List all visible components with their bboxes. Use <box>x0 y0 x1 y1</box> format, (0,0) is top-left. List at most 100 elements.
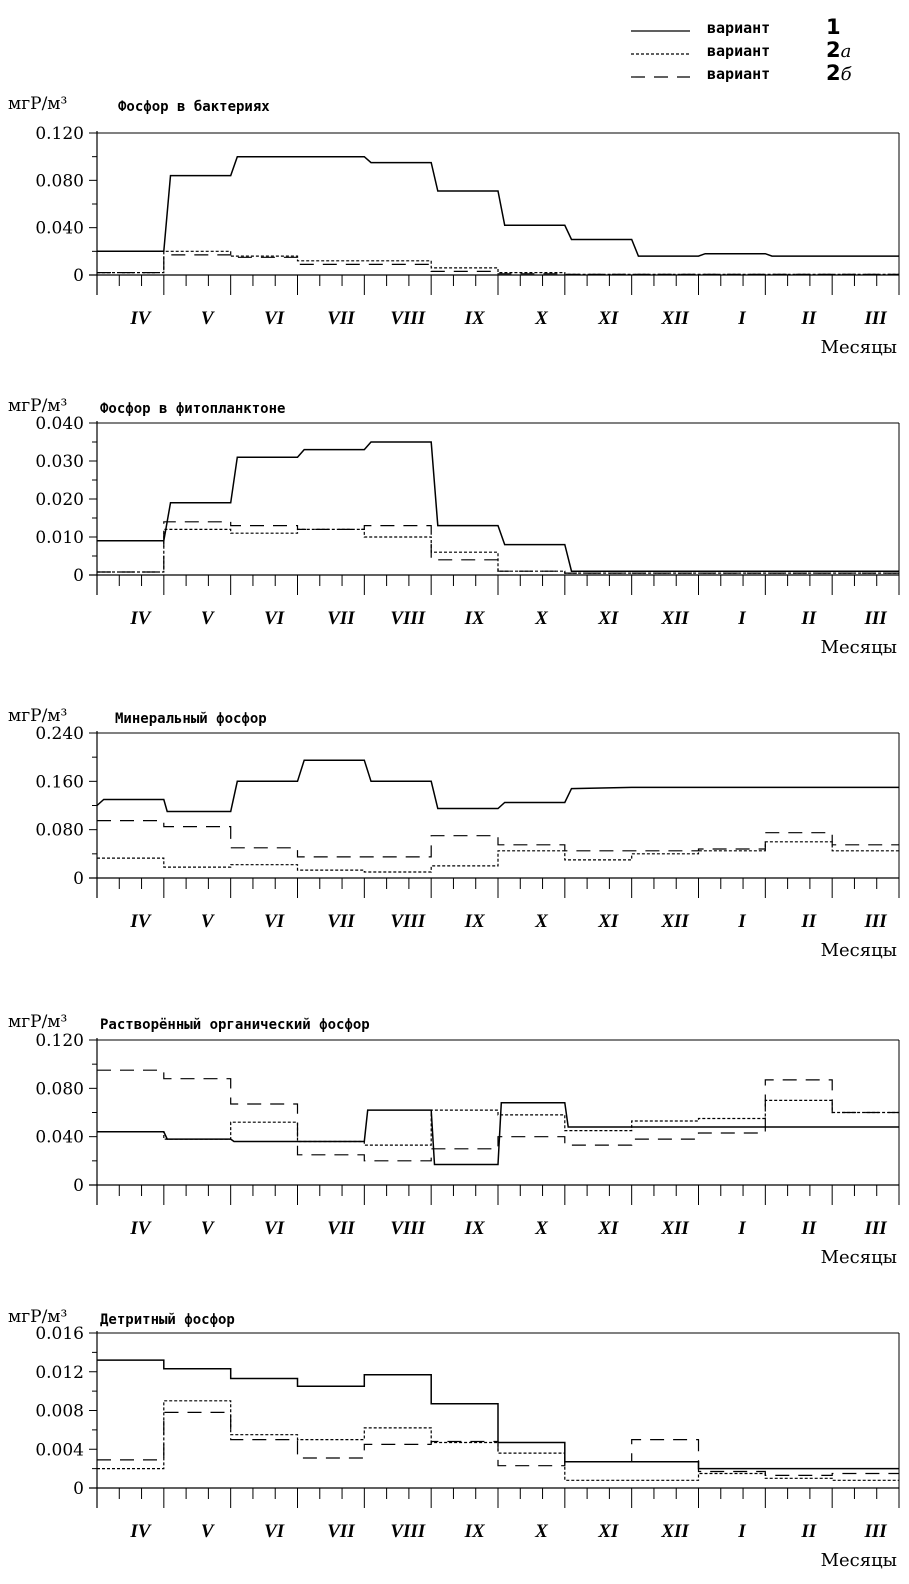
month-label-VI: VI <box>264 308 285 329</box>
month-label-IV: IV <box>129 608 151 629</box>
legend-label-2a: вариант <box>707 42 770 60</box>
x-axis-label: Месяцы <box>821 1247 897 1268</box>
y-tick-label: 0.016 <box>35 1324 84 1344</box>
y-tick-label: 0.160 <box>35 772 84 792</box>
month-label-II: II <box>800 308 816 329</box>
y-unit-label: мгР/м³ <box>8 94 67 114</box>
month-label-IX: IX <box>464 1218 486 1239</box>
series-line-dotted <box>97 842 899 872</box>
month-label-XI: XI <box>597 1218 619 1239</box>
chart-panel-5: мгР/м³ Детритный фосфор 0 0.004 0.008 0.012 0.… <box>8 1307 899 1571</box>
series-line-dotted <box>97 529 899 573</box>
month-label-XII: XII <box>660 1521 689 1542</box>
month-label-VI: VI <box>264 911 285 932</box>
month-label-III: III <box>864 1521 888 1542</box>
legend-index-2a: 2a <box>826 38 851 62</box>
y-tick-label: 0 <box>73 266 84 286</box>
month-label-XI: XI <box>597 308 619 329</box>
y-tick-label: 0.030 <box>35 452 84 472</box>
x-axis-label: Месяцы <box>821 940 897 961</box>
month-label-VIII: VIII <box>390 1521 425 1542</box>
series-line-solid <box>97 760 899 811</box>
month-label-I: I <box>737 608 746 629</box>
month-label-X: X <box>534 1218 549 1239</box>
month-label-X: X <box>534 1521 549 1542</box>
chart-panel-1: мгР/м³ Фосфор в бактериях 0 0.040 0.080 0.120… <box>8 94 899 358</box>
y-tick-label: 0.040 <box>35 414 84 434</box>
legend-index-1: 1 <box>826 15 841 39</box>
legend-label-2b: вариант <box>707 65 770 83</box>
y-tick-label: 0 <box>73 1479 84 1499</box>
month-label-II: II <box>800 1521 816 1542</box>
chart-title: Растворённый органический фосфор <box>100 1017 370 1033</box>
month-label-VI: VI <box>264 608 285 629</box>
y-unit-label: мгР/м³ <box>8 396 67 416</box>
month-label-V: V <box>201 911 215 932</box>
y-tick-label: 0.040 <box>35 1128 84 1148</box>
month-label-II: II <box>800 1218 816 1239</box>
y-tick-label: 0.012 <box>35 1363 84 1383</box>
x-axis-label: Месяцы <box>821 1550 897 1571</box>
month-label-V: V <box>201 608 215 629</box>
legend-index-2b: 2б <box>826 61 853 85</box>
month-label-XII: XII <box>660 911 689 932</box>
month-label-XII: XII <box>660 308 689 329</box>
y-tick-label: 0.080 <box>35 171 84 191</box>
month-label-VII: VII <box>327 1218 355 1239</box>
month-label-V: V <box>201 308 215 329</box>
month-label-XII: XII <box>660 608 689 629</box>
month-label-IV: IV <box>129 308 151 329</box>
y-unit-label: мгР/м³ <box>8 706 67 726</box>
series-line-solid <box>97 1360 899 1469</box>
chart-panel-3: мгР/м³ Минеральный фосфор00.0800.1600.240… <box>8 706 899 961</box>
month-label-IV: IV <box>129 1521 151 1542</box>
y-unit-label: мгР/м³ <box>8 1012 67 1032</box>
month-label-VII: VII <box>327 1521 355 1542</box>
y-tick-label: 0.080 <box>35 821 84 841</box>
month-label-X: X <box>534 608 549 629</box>
month-label-IX: IX <box>464 308 486 329</box>
month-label-II: II <box>800 608 816 629</box>
chart-title: Детритный фосфор <box>100 1312 235 1328</box>
month-label-I: I <box>737 1521 746 1542</box>
month-label-VII: VII <box>327 911 355 932</box>
month-label-XI: XI <box>597 608 619 629</box>
y-tick-label: 0.020 <box>35 490 84 510</box>
month-label-IV: IV <box>129 1218 151 1239</box>
month-label-XI: XI <box>597 911 619 932</box>
month-label-VIII: VIII <box>390 308 425 329</box>
y-tick-label: 0.004 <box>35 1440 84 1460</box>
month-label-V: V <box>201 1218 215 1239</box>
y-tick-label: 0.120 <box>35 1031 84 1051</box>
legend: вариант вариант вариант 1 2a 2б <box>631 15 853 85</box>
month-label-XI: XI <box>597 1521 619 1542</box>
month-label-I: I <box>737 911 746 932</box>
month-label-VI: VI <box>264 1218 285 1239</box>
y-tick-label: 0.008 <box>35 1402 84 1422</box>
y-tick-label: 0.040 <box>35 219 84 239</box>
y-tick-label: 0 <box>73 1176 84 1196</box>
x-axis-label: Месяцы <box>821 637 897 658</box>
month-label-IX: IX <box>464 911 486 932</box>
chart-panel-2: мгР/м³ Фосфор в фитопланктоне 0 0.010 0.020 0… <box>8 396 899 658</box>
x-axis-label: Месяцы <box>821 337 897 358</box>
chart-title: Фосфор в фитопланктоне <box>100 401 285 417</box>
month-label-VIII: VIII <box>390 608 425 629</box>
legend-label-1: вариант <box>707 19 770 37</box>
chart-title: Фосфор в бактериях <box>118 99 270 115</box>
y-tick-label: 0.080 <box>35 1079 84 1099</box>
month-label-IX: IX <box>464 608 486 629</box>
chart-panel-4: мгР/м³ Растворённый органический фосфор 0 0… <box>8 1012 899 1268</box>
month-label-VIII: VIII <box>390 911 425 932</box>
month-label-III: III <box>864 1218 888 1239</box>
month-label-II: II <box>800 911 816 932</box>
month-label-III: III <box>864 911 888 932</box>
month-label-VII: VII <box>327 608 355 629</box>
month-label-IV: IV <box>129 911 151 932</box>
month-label-VI: VI <box>264 1521 285 1542</box>
series-line-solid <box>97 442 899 571</box>
month-label-III: III <box>864 608 888 629</box>
y-tick-label: 0.240 <box>35 724 84 744</box>
